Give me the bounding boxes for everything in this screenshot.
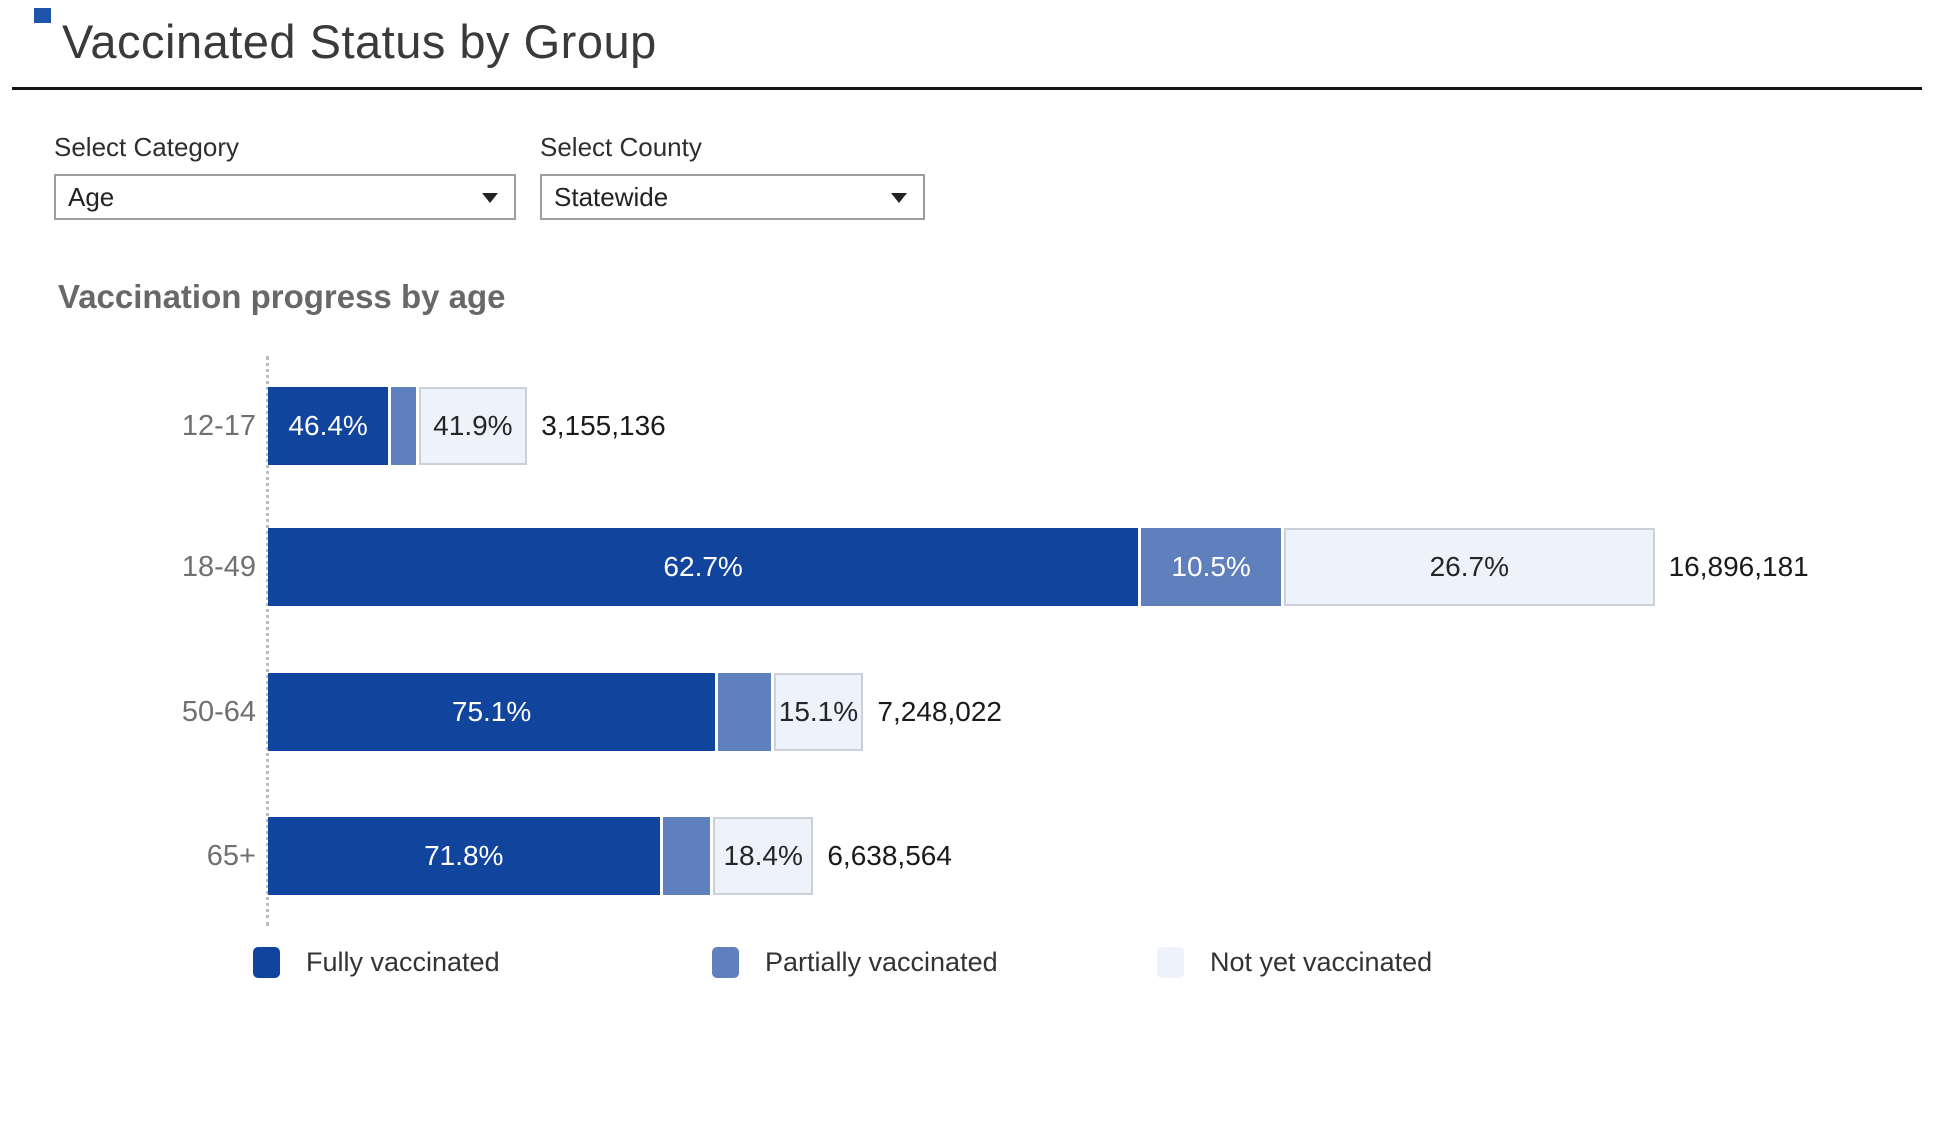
- title-divider: [12, 87, 1922, 90]
- not-yet-vaccinated-pct-label: 41.9%: [433, 410, 513, 441]
- category-dropdown[interactable]: Age: [54, 174, 516, 220]
- chevron-down-icon: [891, 193, 907, 203]
- fully-vaccinated-pct-label: 75.1%: [451, 696, 532, 727]
- fully-vaccinated-pct-label: 62.7%: [663, 551, 743, 582]
- age-group-label: 12-17: [181, 409, 256, 442]
- legend-item[interactable]: Partially vaccinated: [712, 944, 998, 980]
- not-yet-vaccinated-segment[interactable]: 26.7%: [1284, 528, 1655, 606]
- bar-row: 18-49 62.7% 10.5% 26.7% 16,896,181: [0, 528, 1934, 606]
- bar-row: 50-64 75.1% 15.1% 7,248,022: [0, 673, 1934, 751]
- age-group-label: 18-49: [181, 550, 256, 583]
- not-yet-vaccinated-segment[interactable]: 18.4%: [713, 817, 814, 895]
- page-title: Vaccinated Status by Group: [62, 15, 657, 68]
- fully-vaccinated-pct-label: 71.8%: [424, 840, 504, 871]
- stacked-bar: 75.1% 15.1%: [268, 673, 864, 751]
- fully-vaccinated-segment[interactable]: 46.4%: [268, 387, 389, 465]
- fully-vaccinated-segment[interactable]: 75.1%: [268, 673, 716, 751]
- legend: Fully vaccinated Partially vaccinated No…: [0, 944, 1934, 984]
- category-dropdown-value: Age: [68, 181, 115, 212]
- county-filter-label: Select County: [540, 132, 702, 162]
- total-count-label: 7,248,022: [877, 696, 1002, 727]
- legend-swatch-icon: [712, 946, 739, 978]
- chevron-down-icon: [482, 193, 498, 203]
- age-group-label: 50-64: [181, 695, 256, 728]
- category-filter-label: Select Category: [54, 132, 239, 162]
- corner-blue-marker: [34, 8, 51, 23]
- county-dropdown[interactable]: Statewide: [540, 174, 925, 220]
- partially-vaccinated-segment[interactable]: [659, 817, 713, 895]
- county-dropdown-value: Statewide: [554, 181, 669, 212]
- fully-vaccinated-pct-label: 46.4%: [288, 410, 368, 441]
- axis-baseline: [266, 356, 269, 926]
- chart-title: Vaccination progress by age: [58, 278, 506, 315]
- age-group-label: 65+: [206, 839, 256, 872]
- not-yet-vaccinated-pct-label: 15.1%: [778, 696, 859, 727]
- not-yet-vaccinated-pct-label: 18.4%: [723, 840, 803, 871]
- stacked-bar: 46.4% 41.9%: [268, 387, 528, 465]
- not-yet-vaccinated-segment[interactable]: 41.9%: [418, 387, 528, 465]
- bar-row: 12-17 46.4% 41.9% 3,155,136: [0, 387, 1934, 465]
- partially-vaccinated-segment[interactable]: [715, 673, 774, 751]
- legend-label: Fully vaccinated: [306, 946, 500, 977]
- not-yet-vaccinated-segment[interactable]: 15.1%: [773, 673, 864, 751]
- total-count-label: 3,155,136: [541, 410, 666, 441]
- total-count-label: 6,638,564: [827, 840, 952, 871]
- legend-swatch-icon: [253, 946, 280, 978]
- legend-label: Not yet vaccinated: [1210, 946, 1433, 977]
- partially-vaccinated-segment[interactable]: 10.5%: [1138, 528, 1284, 606]
- legend-label: Partially vaccinated: [765, 946, 998, 977]
- partially-vaccinated-pct-label: 10.5%: [1171, 551, 1251, 582]
- legend-swatch-icon: [1157, 946, 1184, 978]
- not-yet-vaccinated-pct-label: 26.7%: [1429, 551, 1510, 582]
- stacked-bar: 71.8% 18.4%: [268, 817, 814, 895]
- legend-item[interactable]: Not yet vaccinated: [1157, 944, 1432, 980]
- stacked-bar: 62.7% 10.5% 26.7%: [268, 528, 1656, 606]
- partially-vaccinated-segment[interactable]: [388, 387, 419, 465]
- legend-item[interactable]: Fully vaccinated: [253, 944, 500, 980]
- total-count-label: 16,896,181: [1668, 551, 1809, 582]
- fully-vaccinated-segment[interactable]: 62.7%: [268, 528, 1139, 606]
- fully-vaccinated-segment[interactable]: 71.8%: [268, 817, 660, 895]
- bar-row: 65+ 71.8% 18.4% 6,638,564: [0, 817, 1934, 895]
